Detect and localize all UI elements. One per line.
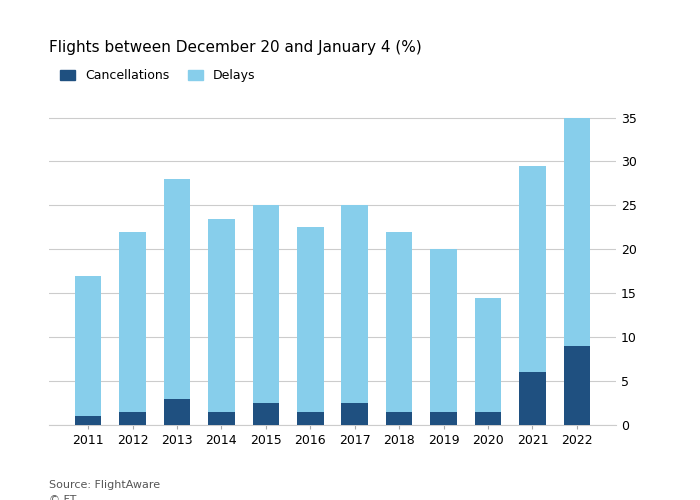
Bar [164, 398, 190, 425]
Bar [564, 346, 590, 425]
Bar [164, 179, 190, 425]
Bar [475, 412, 501, 425]
Text: Flights between December 20 and January 4 (%): Flights between December 20 and January … [49, 40, 421, 55]
Bar [342, 206, 368, 425]
Bar [75, 276, 101, 425]
Legend: Cancellations, Delays: Cancellations, Delays [55, 64, 260, 87]
Bar [297, 228, 323, 425]
Bar [208, 412, 234, 425]
Bar [208, 218, 234, 425]
Bar [253, 403, 279, 425]
Bar [564, 118, 590, 425]
Text: © FT: © FT [49, 495, 76, 500]
Bar [342, 403, 368, 425]
Bar [253, 206, 279, 425]
Bar [386, 412, 412, 425]
Bar [475, 298, 501, 425]
Bar [386, 232, 412, 425]
Bar [119, 232, 146, 425]
Bar [430, 250, 457, 425]
Bar [430, 412, 457, 425]
Bar [297, 412, 323, 425]
Bar [519, 372, 546, 425]
Bar [519, 166, 546, 425]
Text: Source: FlightAware: Source: FlightAware [49, 480, 160, 490]
Bar [75, 416, 101, 425]
Bar [119, 412, 146, 425]
